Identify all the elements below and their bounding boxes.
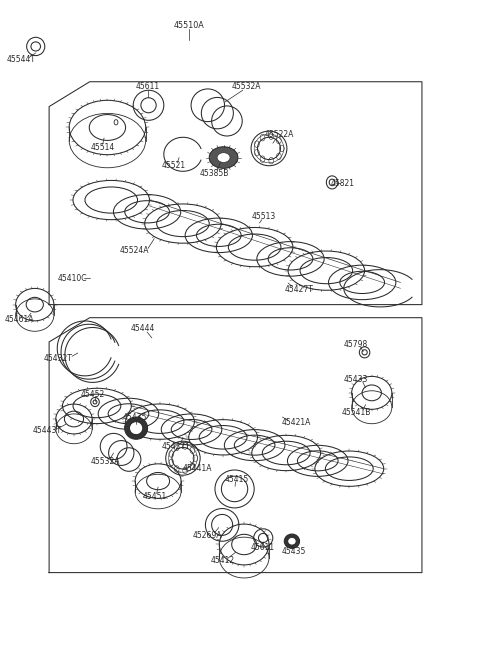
Text: 45521: 45521	[161, 161, 185, 170]
Text: 45441A: 45441A	[182, 464, 212, 473]
Text: 45611: 45611	[136, 83, 160, 92]
Text: 45544T: 45544T	[7, 55, 36, 64]
Circle shape	[114, 120, 118, 125]
Text: 45410C: 45410C	[57, 274, 87, 283]
Text: 45444: 45444	[130, 324, 155, 333]
Text: 45432T: 45432T	[43, 354, 72, 363]
Text: 45415: 45415	[224, 475, 249, 483]
Ellipse shape	[130, 422, 143, 435]
Ellipse shape	[217, 153, 230, 162]
Text: 45435: 45435	[282, 547, 306, 556]
Text: 45821: 45821	[331, 179, 355, 188]
Text: 45451: 45451	[142, 493, 167, 501]
Text: 45541B: 45541B	[341, 408, 371, 417]
Text: 45427T: 45427T	[284, 285, 313, 294]
Text: 45435: 45435	[123, 413, 147, 422]
Text: 45385B: 45385B	[199, 169, 228, 178]
Text: 45798: 45798	[344, 340, 368, 349]
Text: 45443T: 45443T	[32, 426, 61, 435]
Text: 45510A: 45510A	[174, 21, 204, 30]
Text: 45532A: 45532A	[91, 457, 120, 466]
Text: 45427T: 45427T	[161, 442, 190, 451]
Text: 45433: 45433	[344, 375, 368, 384]
Text: 45461A: 45461A	[5, 315, 34, 324]
Text: 45412: 45412	[211, 556, 235, 565]
Text: 45611: 45611	[250, 543, 275, 552]
Text: 45514: 45514	[91, 143, 115, 152]
Ellipse shape	[125, 417, 147, 440]
Ellipse shape	[288, 537, 296, 545]
Ellipse shape	[209, 147, 238, 168]
Text: 45524A: 45524A	[120, 246, 149, 255]
Text: 45513: 45513	[251, 212, 276, 221]
Text: 45269A: 45269A	[193, 531, 223, 540]
Text: 45421A: 45421A	[282, 418, 312, 427]
Text: 45522A: 45522A	[265, 130, 294, 138]
Text: 45532A: 45532A	[231, 83, 261, 92]
Ellipse shape	[284, 534, 300, 548]
Text: 45452: 45452	[81, 390, 105, 399]
